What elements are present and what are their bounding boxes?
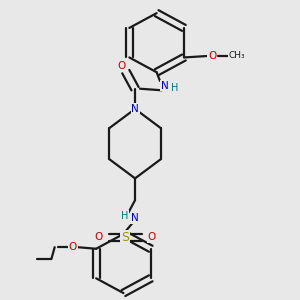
Text: H: H <box>171 83 178 93</box>
Text: N: N <box>131 104 139 114</box>
Text: N: N <box>130 213 138 223</box>
Text: N: N <box>161 81 169 91</box>
Text: O: O <box>69 242 77 252</box>
Text: O: O <box>148 232 156 242</box>
Text: CH₃: CH₃ <box>229 51 245 60</box>
Text: O: O <box>94 232 103 242</box>
Text: S: S <box>121 231 129 244</box>
Text: O: O <box>117 61 126 71</box>
Text: O: O <box>208 51 216 61</box>
Text: H: H <box>121 211 128 221</box>
